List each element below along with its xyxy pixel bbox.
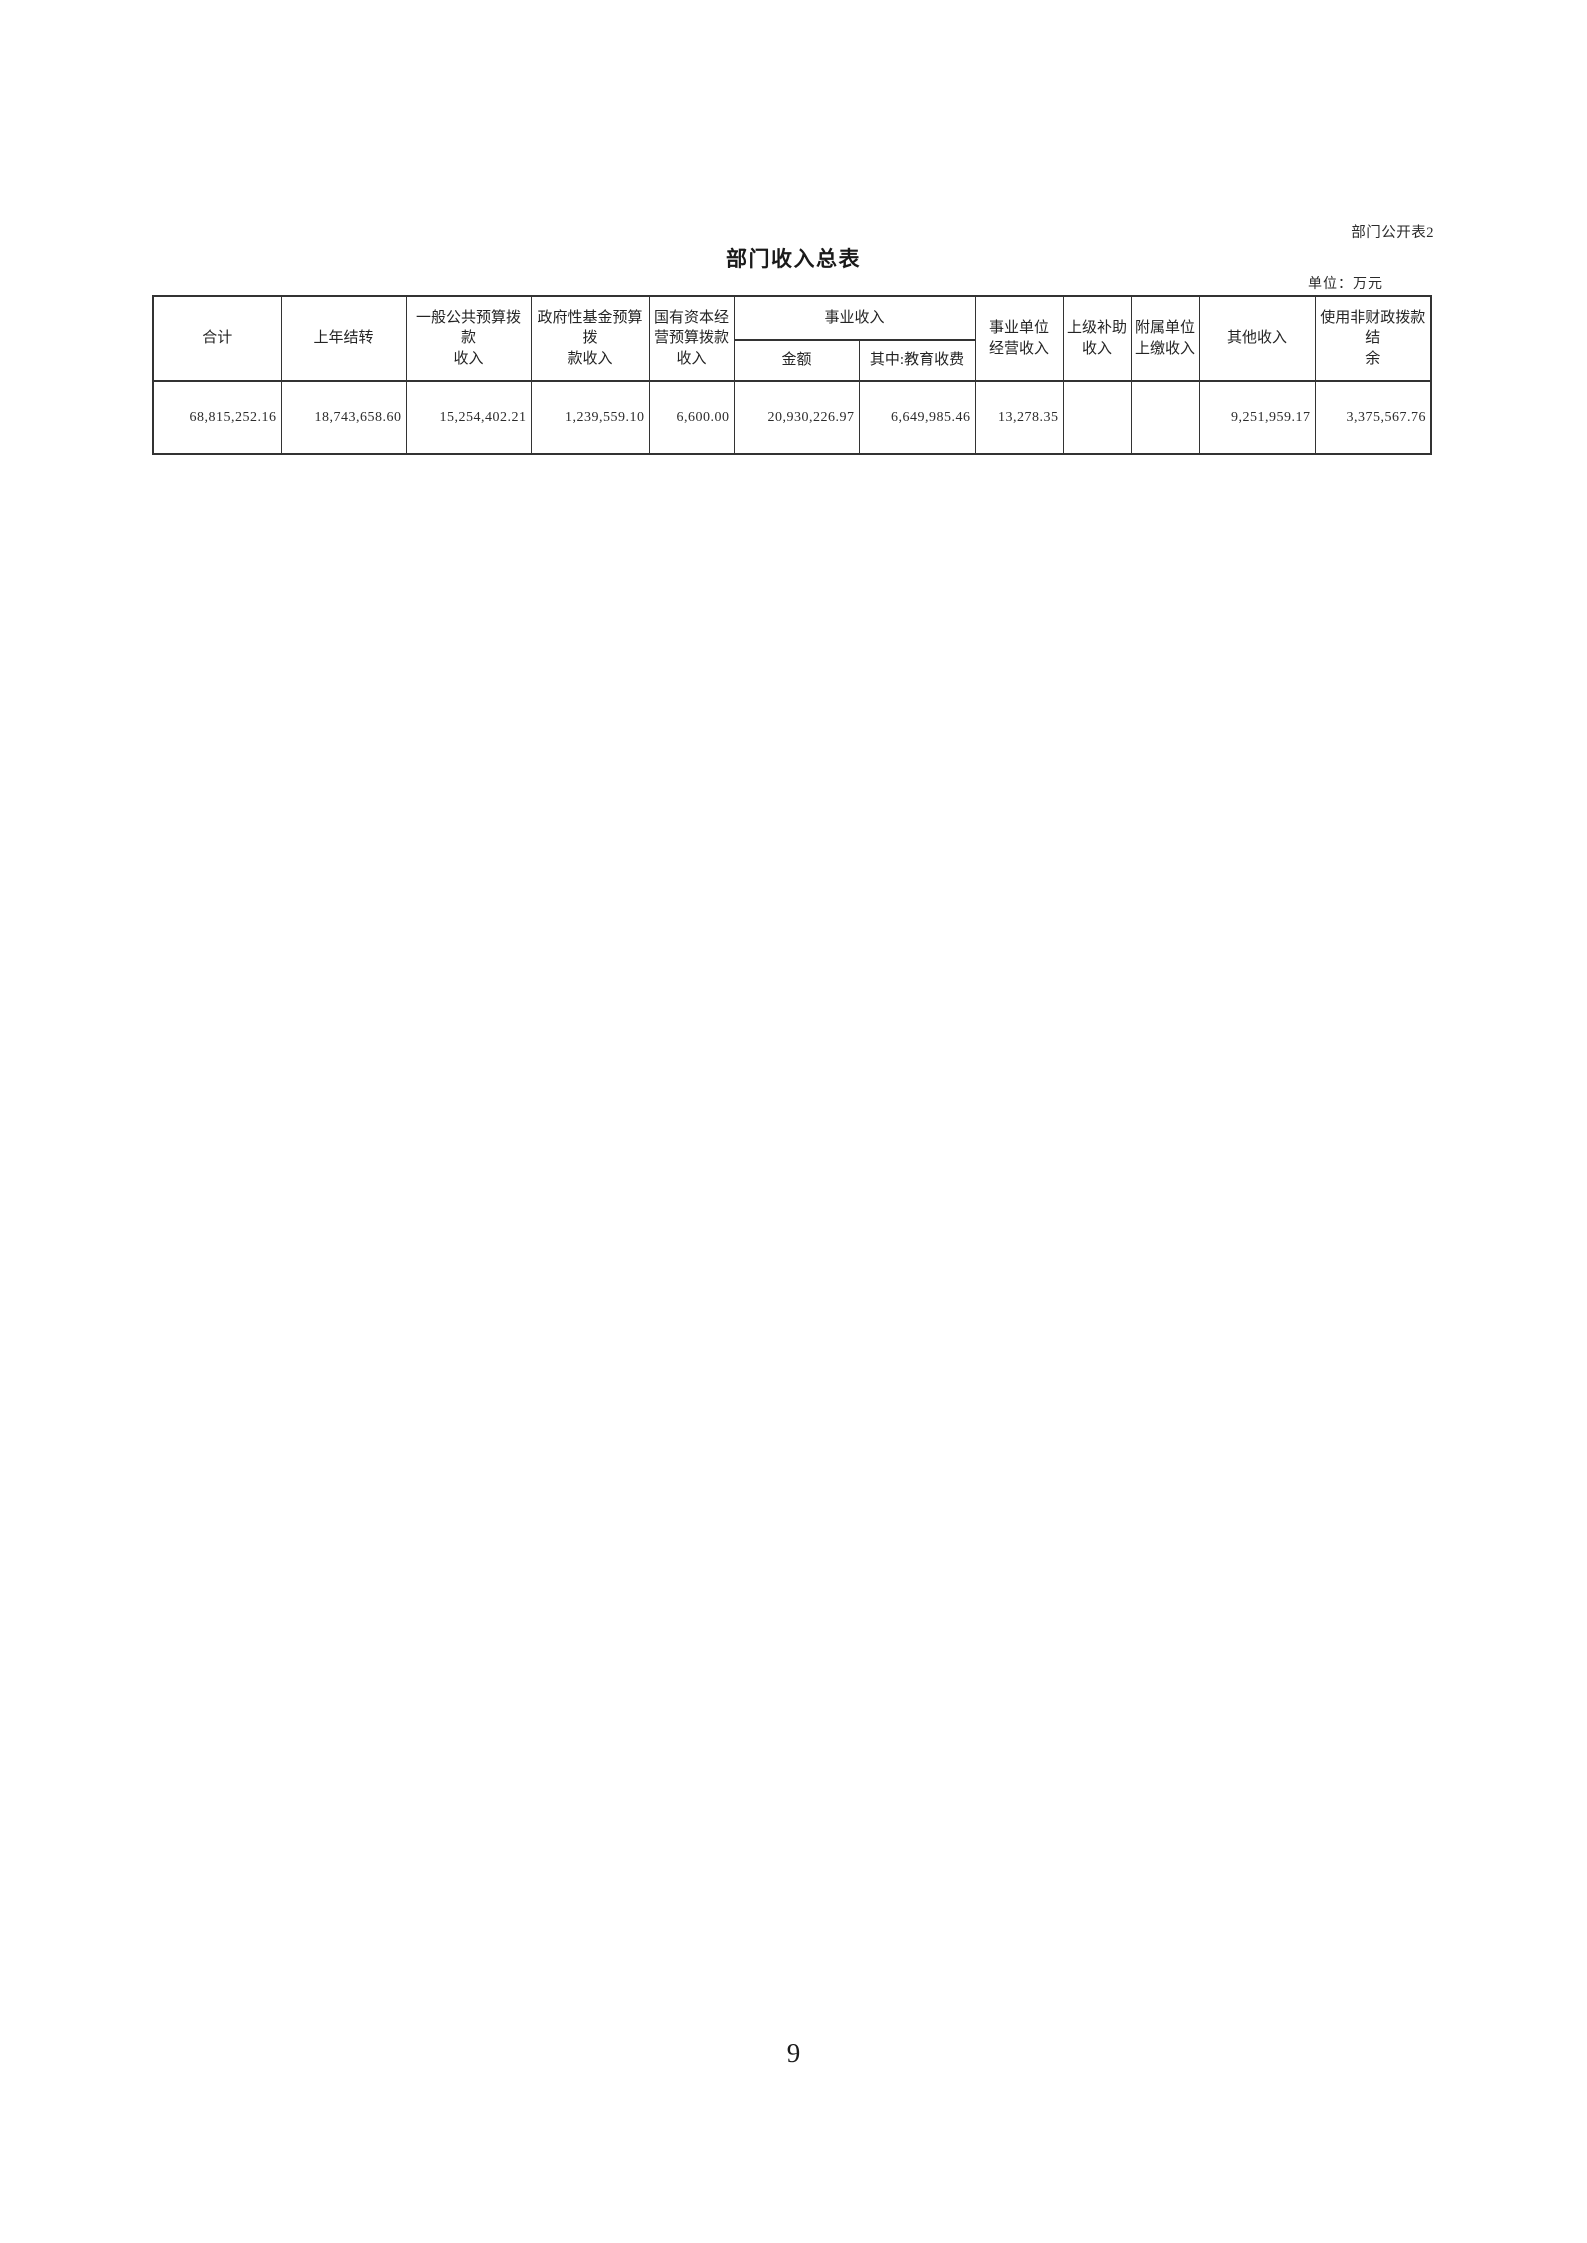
page-number: 9: [786, 2038, 801, 2068]
header-non-fiscal-balance: 使用非财政拨款结 余: [1314, 295, 1432, 382]
cell-business-income-amount: 20,930,226.97: [733, 380, 860, 455]
page-title: 部门收入总表: [726, 248, 861, 271]
header-institution-operating: 事业单位 经营收入: [974, 295, 1064, 382]
cell-superior-subsidy: [1062, 380, 1132, 455]
cell-affiliate-remit: [1130, 380, 1200, 455]
header-business-income-amount: 金额: [733, 339, 860, 382]
header-superior-subsidy: 上级补助 收入: [1062, 295, 1132, 382]
table-row: 68,815,252.16 18,743,658.60 15,254,402.2…: [152, 380, 1432, 455]
income-table-container: 合计 上年结转 一般公共预算拨款 收入 政府性基金预算拨 款收入 国有资本经 营…: [152, 295, 1432, 455]
cell-institution-operating: 13,278.35: [974, 380, 1064, 455]
header-business-income-group: 事业收入: [733, 295, 976, 341]
header-total: 合计: [152, 295, 282, 382]
cell-general-public-budget: 15,254,402.21: [405, 380, 532, 455]
income-table: 合计 上年结转 一般公共预算拨款 收入 政府性基金预算拨 款收入 国有资本经 营…: [152, 295, 1432, 455]
corner-table-label: 部门公开表2: [1351, 225, 1434, 241]
cell-total: 68,815,252.16: [152, 380, 282, 455]
header-business-income-education: 其中:教育收费: [858, 339, 976, 382]
cell-business-income-education: 6,649,985.46: [858, 380, 976, 455]
cell-non-fiscal-balance: 3,375,567.76: [1314, 380, 1432, 455]
cell-state-capital-budget: 6,600.00: [648, 380, 735, 455]
header-general-public-budget: 一般公共预算拨款 收入: [405, 295, 532, 382]
header-other-income: 其他收入: [1198, 295, 1316, 382]
header-govt-fund-budget: 政府性基金预算拨 款收入: [530, 295, 650, 382]
cell-carryover: 18,743,658.60: [280, 380, 407, 455]
header-affiliate-remit: 附属单位 上缴收入: [1130, 295, 1200, 382]
header-carryover: 上年结转: [280, 295, 407, 382]
header-state-capital-budget: 国有资本经 营预算拨款 收入: [648, 295, 735, 382]
unit-label: 单位：万元: [1308, 277, 1383, 292]
cell-govt-fund-budget: 1,239,559.10: [530, 380, 650, 455]
cell-other-income: 9,251,959.17: [1198, 380, 1316, 455]
